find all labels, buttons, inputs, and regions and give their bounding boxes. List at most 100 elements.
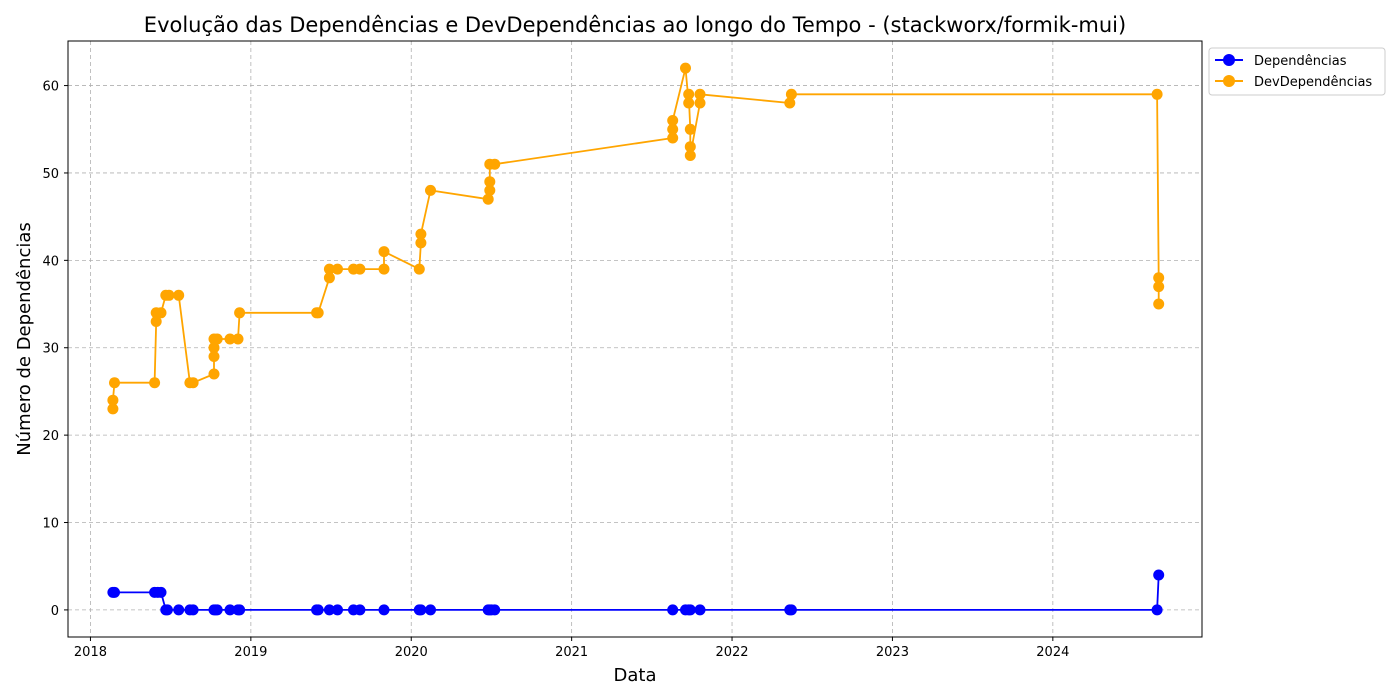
y-tick-label: 10 bbox=[42, 517, 59, 532]
data-point bbox=[683, 88, 695, 100]
data-point bbox=[694, 604, 706, 616]
y-tick-label: 20 bbox=[42, 429, 59, 444]
data-point bbox=[224, 604, 236, 616]
x-tick-label: 2023 bbox=[876, 645, 909, 660]
x-axis-label: Data bbox=[614, 665, 657, 686]
y-axis: 0 10 20 30 40 50 60 bbox=[42, 80, 68, 619]
data-point bbox=[232, 333, 244, 345]
data-point bbox=[415, 604, 427, 616]
data-point bbox=[667, 132, 679, 144]
data-point bbox=[683, 97, 695, 109]
x-tick-label: 2024 bbox=[1036, 645, 1069, 660]
data-point bbox=[323, 263, 335, 275]
data-point bbox=[173, 604, 185, 616]
x-tick-label: 2022 bbox=[715, 645, 748, 660]
data-point bbox=[149, 377, 161, 389]
y-tick-label: 50 bbox=[42, 167, 59, 182]
data-point bbox=[211, 604, 223, 616]
x-tick-label: 2021 bbox=[555, 645, 588, 660]
data-point bbox=[323, 604, 335, 616]
data-point bbox=[150, 316, 162, 327]
series-1 bbox=[107, 62, 1165, 415]
data-point bbox=[107, 394, 119, 406]
data-point bbox=[224, 333, 236, 345]
data-point bbox=[684, 150, 696, 161]
data-point bbox=[163, 289, 175, 301]
data-point bbox=[332, 604, 343, 616]
data-point bbox=[312, 307, 324, 319]
data-point bbox=[489, 158, 501, 170]
data-point bbox=[155, 307, 167, 319]
data-point bbox=[694, 88, 706, 100]
data-point bbox=[173, 289, 185, 301]
data-point bbox=[680, 62, 691, 74]
plot-frame bbox=[67, 40, 1203, 638]
data-point bbox=[155, 586, 167, 598]
series-0 bbox=[107, 569, 1165, 616]
x-tick-label: 2018 bbox=[74, 645, 107, 660]
y-tick-label: 30 bbox=[42, 342, 59, 357]
data-point bbox=[694, 97, 706, 109]
data-point bbox=[415, 237, 427, 249]
data-point bbox=[312, 604, 324, 616]
x-tick-label: 2020 bbox=[395, 645, 428, 660]
data-point bbox=[234, 604, 246, 616]
data-point bbox=[109, 377, 120, 389]
data-point bbox=[667, 123, 679, 135]
y-tick-label: 60 bbox=[42, 80, 59, 95]
data-point bbox=[323, 272, 335, 284]
data-point bbox=[1151, 88, 1163, 100]
legend-marker-devdependencias bbox=[1223, 75, 1235, 87]
data-point bbox=[425, 604, 436, 616]
data-point bbox=[332, 263, 343, 275]
data-point bbox=[667, 115, 679, 126]
legend: Dependências DevDependências bbox=[1208, 47, 1386, 96]
data-point bbox=[187, 377, 199, 389]
y-axis-label: Número de Dependências bbox=[14, 222, 35, 456]
y-tick-label: 0 bbox=[51, 604, 59, 619]
data-point bbox=[378, 246, 390, 258]
series-layer bbox=[107, 62, 1165, 616]
data-point bbox=[109, 586, 120, 598]
data-point bbox=[187, 604, 199, 616]
data-point bbox=[208, 368, 220, 380]
data-point bbox=[1153, 569, 1165, 581]
data-point bbox=[1153, 272, 1165, 284]
data-point bbox=[211, 333, 223, 345]
series-line bbox=[112, 574, 1160, 611]
data-point bbox=[784, 97, 796, 109]
data-point bbox=[684, 141, 696, 153]
data-point bbox=[425, 184, 436, 196]
data-point bbox=[107, 403, 119, 415]
y-tick-label: 40 bbox=[42, 254, 59, 269]
data-point bbox=[161, 604, 173, 616]
x-tick-label: 2019 bbox=[234, 645, 267, 660]
legend-label-devdependencias: DevDependências bbox=[1254, 75, 1372, 90]
data-point bbox=[413, 263, 425, 275]
data-point bbox=[1153, 281, 1165, 293]
data-point bbox=[484, 176, 496, 188]
data-point bbox=[354, 604, 366, 616]
data-point bbox=[354, 263, 366, 275]
data-point bbox=[684, 604, 696, 616]
data-point bbox=[208, 342, 220, 354]
legend-frame bbox=[1208, 47, 1386, 96]
data-point bbox=[378, 263, 390, 275]
data-point bbox=[234, 307, 246, 319]
data-point bbox=[1153, 298, 1165, 310]
data-point bbox=[785, 88, 797, 100]
data-point bbox=[489, 604, 501, 616]
data-point bbox=[378, 604, 390, 616]
data-point bbox=[482, 193, 494, 205]
legend-label-dependencias: Dependências bbox=[1254, 54, 1347, 69]
data-point bbox=[415, 228, 427, 240]
legend-marker-dependencias bbox=[1223, 54, 1235, 66]
data-point bbox=[785, 604, 797, 616]
data-point bbox=[684, 123, 696, 135]
data-point bbox=[667, 604, 679, 616]
x-axis: 2018 2019 2020 2021 2022 2023 2024 bbox=[74, 637, 1069, 660]
series-line bbox=[112, 67, 1160, 409]
data-point bbox=[208, 351, 220, 362]
data-point bbox=[1151, 604, 1163, 616]
